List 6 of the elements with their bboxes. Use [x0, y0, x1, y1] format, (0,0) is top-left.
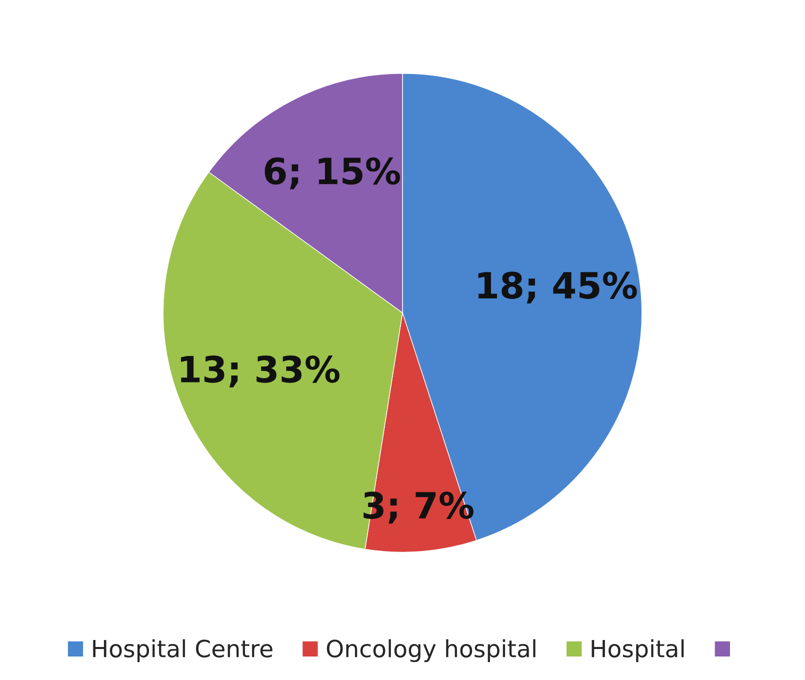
data-label: 6; 15% — [264, 157, 400, 190]
legend-label: Oncology hospital — [326, 639, 536, 662]
data-label: 13; 33% — [180, 356, 340, 388]
legend-label: Hospital Centre — [93, 639, 272, 662]
legend-label: Hospital — [592, 639, 684, 662]
data-label: 18; 45% — [478, 272, 637, 304]
